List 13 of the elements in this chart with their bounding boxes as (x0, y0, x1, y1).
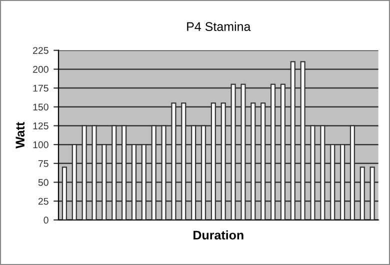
y-axis-title: Watt (16, 122, 25, 148)
y-tick-label: 200 (33, 66, 48, 73)
y-tick-label: 225 (33, 47, 48, 54)
y-tick-label: 25 (38, 198, 48, 205)
y-tick-label: 0 (44, 216, 48, 224)
y-tick-label: 100 (33, 141, 48, 148)
y-tick-label: 50 (38, 178, 48, 186)
y-tick-label: 175 (33, 84, 48, 92)
y-tick-label: 125 (33, 122, 48, 130)
y-tick-label: 75 (38, 160, 48, 168)
chart-title: P4 Stamina (187, 22, 251, 32)
x-axis-title: Duration (194, 230, 244, 240)
y-tick-label: 150 (33, 104, 48, 110)
